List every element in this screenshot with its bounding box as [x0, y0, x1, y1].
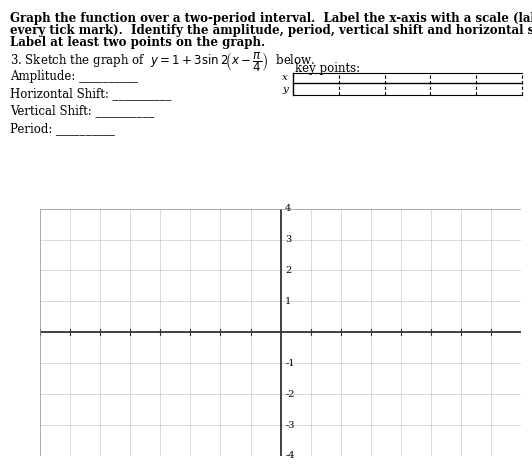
Text: -2: -2: [285, 390, 295, 398]
Text: -3: -3: [285, 421, 295, 430]
Text: every tick mark).  Identify the amplitude, period, vertical shift and horizontal: every tick mark). Identify the amplitude…: [10, 24, 532, 37]
Text: -4: -4: [285, 451, 295, 461]
Text: -1: -1: [285, 359, 295, 368]
Text: Period: __________: Period: __________: [10, 122, 115, 135]
Text: y: y: [282, 84, 288, 94]
Text: 1: 1: [285, 297, 292, 306]
Text: Vertical Shift: __________: Vertical Shift: __________: [10, 104, 154, 117]
Text: key points:: key points:: [295, 62, 360, 75]
Text: x: x: [282, 73, 288, 82]
Text: 3: 3: [285, 235, 292, 244]
Text: Graph the function over a two-period interval.  Label the x-axis with a scale (l: Graph the function over a two-period int…: [10, 12, 532, 25]
Text: 4: 4: [285, 204, 292, 213]
Text: Amplitude: __________: Amplitude: __________: [10, 70, 138, 83]
Text: 2: 2: [285, 266, 292, 275]
Text: Label at least two points on the graph.: Label at least two points on the graph.: [10, 36, 265, 49]
Text: Horizontal Shift: __________: Horizontal Shift: __________: [10, 87, 171, 100]
Text: 3. Sketch the graph of  $y = 1+3\sin 2\!\left(x-\dfrac{\pi}{4}\right)$  below.: 3. Sketch the graph of $y = 1+3\sin 2\!\…: [10, 50, 315, 73]
